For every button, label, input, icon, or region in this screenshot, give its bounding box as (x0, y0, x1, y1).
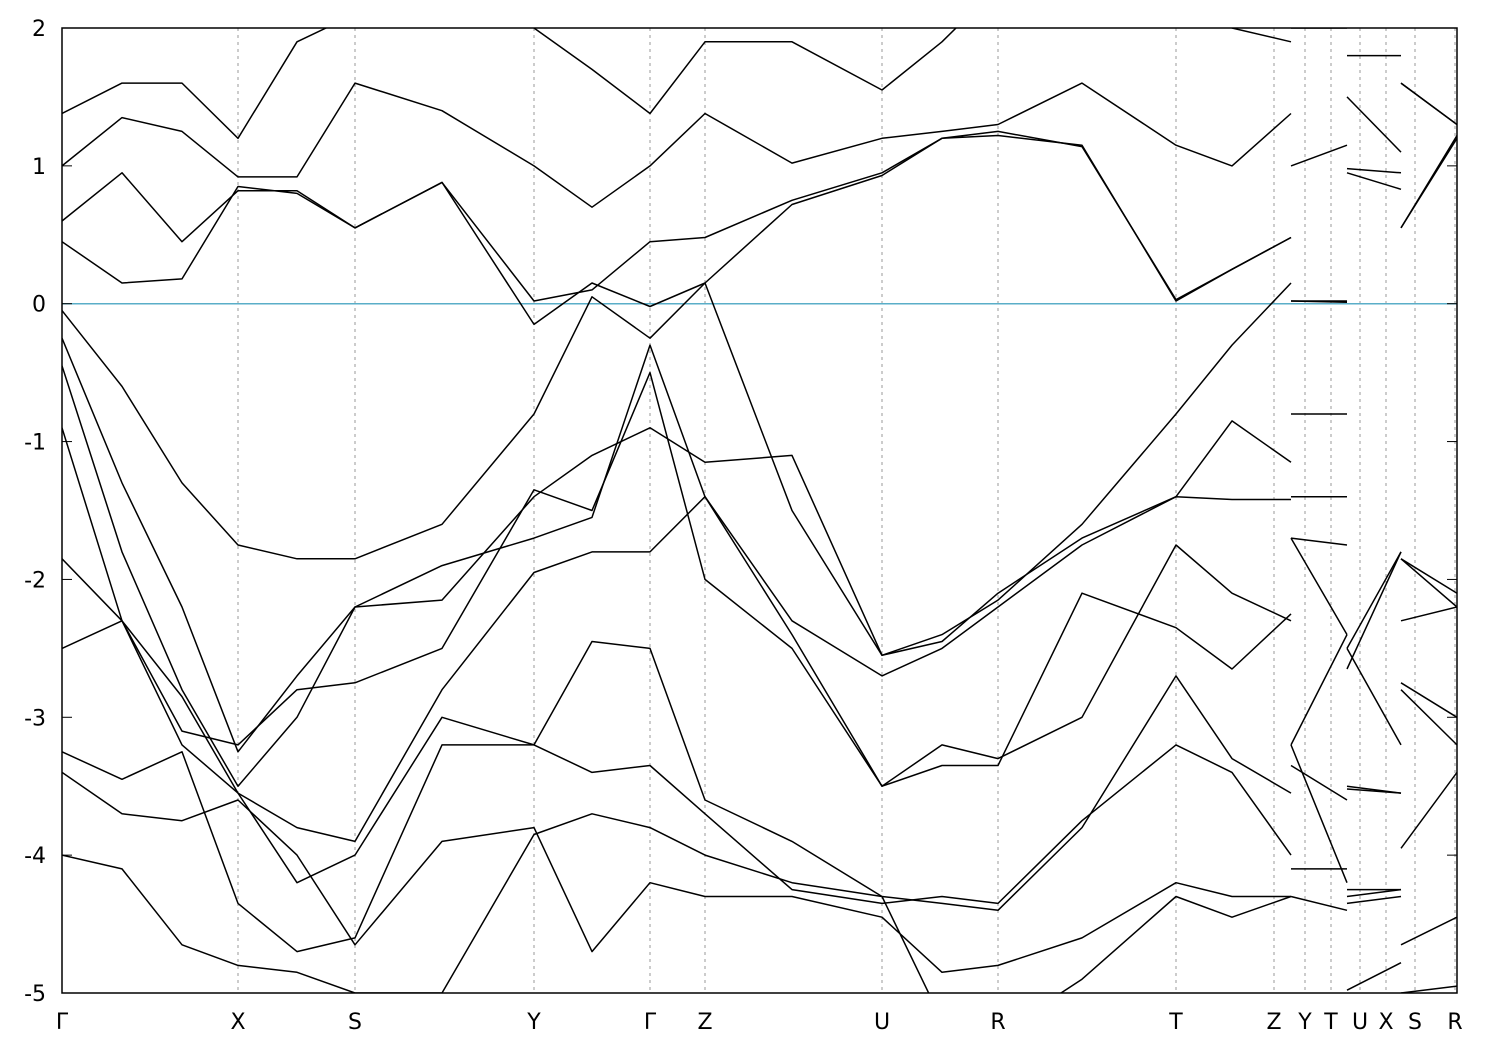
x-tick-label: U (874, 1010, 890, 1035)
x-tick-label: Y (1297, 1010, 1312, 1035)
band-line (62, 130, 1457, 326)
band-line (62, 371, 1457, 794)
x-tick-label: R (990, 1010, 1005, 1035)
plot-frame (61, 27, 1458, 994)
band-line (62, 744, 1457, 953)
x-tick-label: U (1352, 1010, 1368, 1035)
y-tick-label: 2 (32, 17, 46, 42)
band-line (62, 134, 1457, 304)
y-tick-label: 1 (32, 155, 46, 180)
y-tick-label: -4 (24, 844, 46, 869)
x-tick-label: X (230, 1010, 245, 1035)
band-line (62, 82, 1457, 208)
grid (61, 28, 1456, 993)
band-line (62, 344, 1457, 787)
x-tick-label: S (1408, 1010, 1422, 1035)
y-tick-label: -3 (24, 706, 46, 731)
plot-area (62, 28, 1457, 993)
band-line (62, 28, 1457, 140)
band-line (62, 771, 1457, 993)
x-tick-label: Γ (644, 1010, 657, 1035)
y-tick-label: -5 (24, 982, 46, 1007)
band-line (62, 337, 1457, 753)
x-tick-label: Z (1266, 1010, 1281, 1035)
band-line (62, 495, 1457, 898)
x-tick-label: S (348, 1010, 362, 1035)
x-tick-label: R (1447, 1010, 1462, 1035)
x-tick-label: Γ (56, 1010, 69, 1035)
y-tick-label: 0 (32, 293, 46, 318)
x-tick-label: Z (697, 1010, 712, 1035)
x-tick-label: T (1168, 1010, 1183, 1035)
band-line (62, 813, 1402, 993)
x-tick-label: T (1323, 1010, 1338, 1035)
band-line (62, 282, 1457, 657)
band-line (62, 620, 1457, 991)
y-tick-label: -1 (24, 431, 46, 456)
y-tick-label: -2 (24, 568, 46, 593)
x-tick-label: X (1378, 1010, 1393, 1035)
x-tick-label: Y (526, 1010, 541, 1035)
